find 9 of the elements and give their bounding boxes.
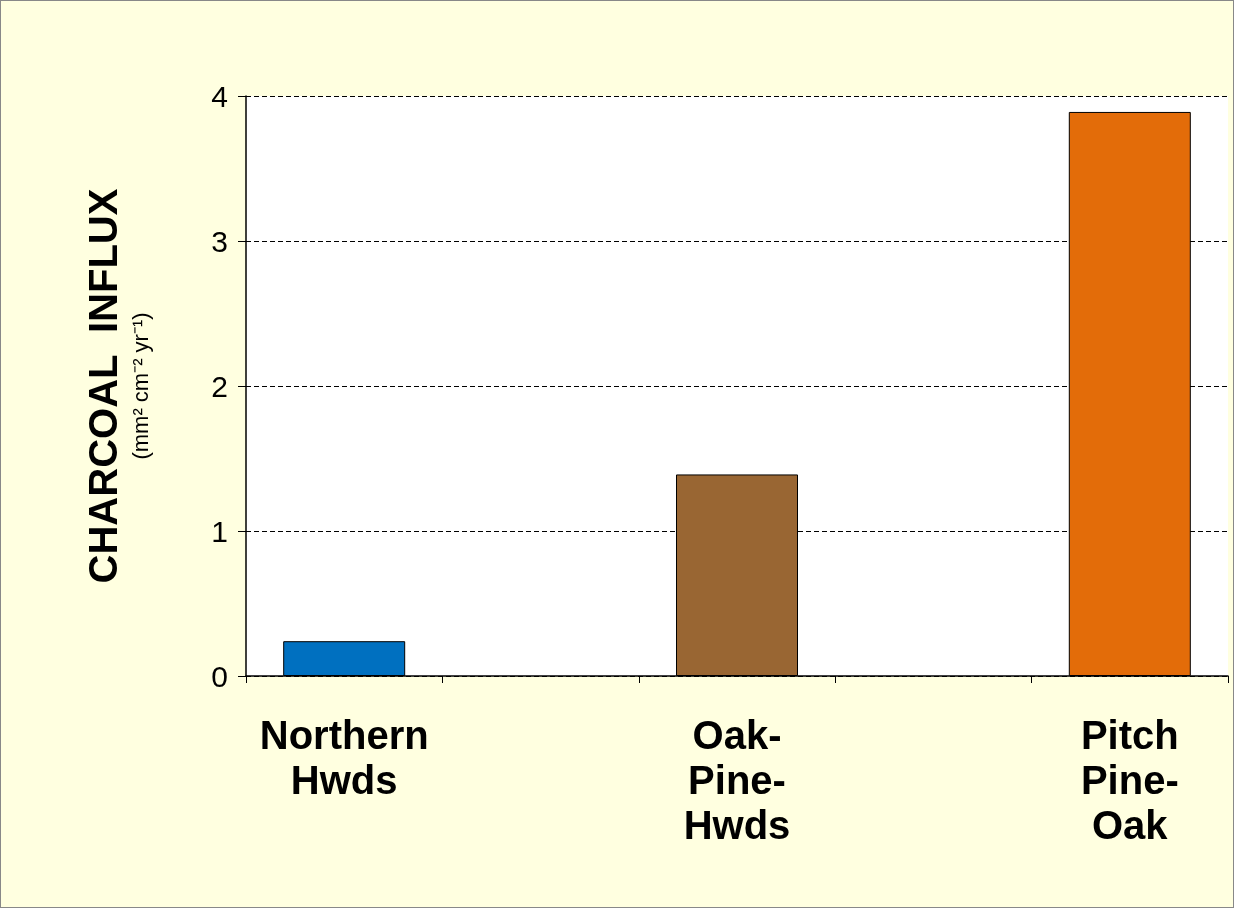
y-tick-label: 4 <box>211 79 228 113</box>
x-tick-label: Northern Hwds <box>259 712 429 802</box>
x-tick-label: Pitch Pine- Oak <box>1080 712 1179 847</box>
y-tick-label: 0 <box>211 659 228 693</box>
y-tick-label: 2 <box>211 369 228 403</box>
y-tick-label: 1 <box>211 514 228 548</box>
x-tick-label: Oak- Pine- Hwds <box>683 712 791 847</box>
y-axis-title: CHARCOAL INFLUX (mm² cm⁻² yr⁻¹) <box>81 188 153 584</box>
y-tick-label: 3 <box>211 224 228 258</box>
